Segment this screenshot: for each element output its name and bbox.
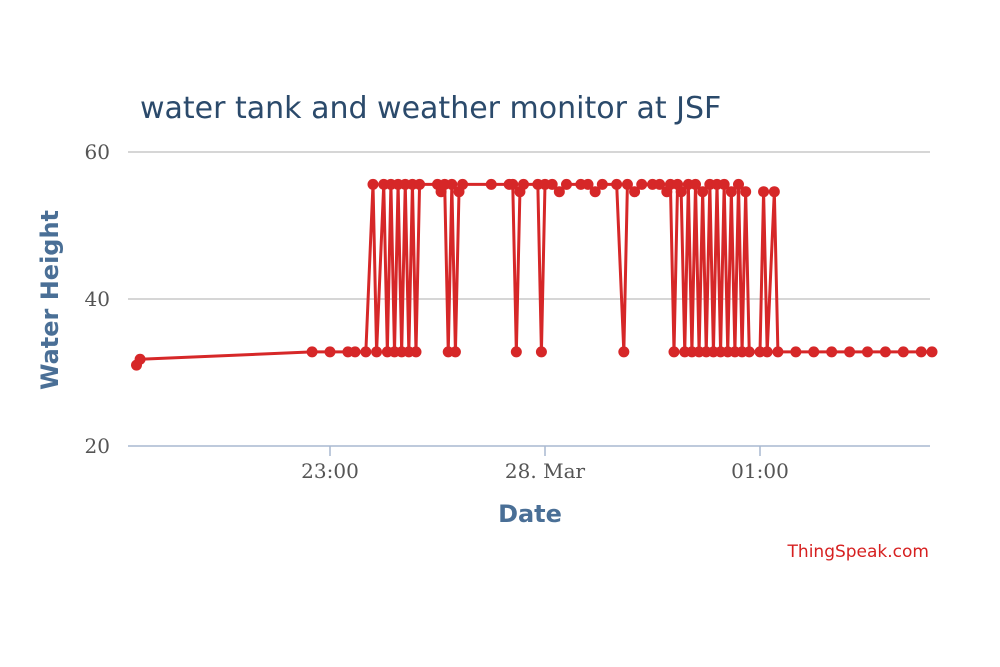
data-point-47: [629, 186, 641, 198]
data-point-38: [553, 186, 565, 198]
data-point-37: [546, 178, 558, 190]
grid: [128, 151, 930, 447]
data-point-55: [675, 186, 687, 198]
data-point-50: [654, 178, 666, 190]
data-point-82: [826, 346, 838, 358]
chart-title: water tank and weather monitor at JSF: [140, 91, 721, 126]
data-point-74: [743, 346, 755, 358]
y-tick-60: 60: [85, 140, 110, 164]
x-tick-0: 23:00: [301, 459, 359, 483]
data-point-43: [596, 178, 608, 190]
data-point-76: [758, 186, 770, 198]
data-point-39: [561, 178, 572, 190]
data-point-28: [485, 178, 497, 190]
data-point-8: [371, 346, 383, 358]
data-point-78: [768, 186, 780, 198]
x-tick-2: 01:00: [731, 459, 789, 483]
series-water-height: [131, 178, 938, 371]
data-point-7: [367, 178, 379, 190]
data-point-79: [772, 346, 784, 358]
data-point-71: [733, 178, 744, 190]
series-line: [135, 182, 932, 366]
data-point-24: [446, 178, 458, 190]
data-point-6: [360, 346, 372, 358]
data-point-59: [690, 178, 701, 190]
data-point-88: [926, 346, 938, 358]
data-point-27: [457, 178, 469, 190]
data-point-67: [718, 178, 730, 190]
data-point-41: [582, 178, 594, 190]
data-point-25: [449, 346, 461, 358]
y-tick-40: 40: [85, 287, 110, 311]
data-point-73: [740, 186, 752, 198]
data-point-5: [349, 346, 361, 358]
y-tick-20: 20: [85, 434, 110, 458]
data-point-69: [725, 186, 737, 198]
x-tick-labels: 23:00 28. Mar 01:00: [301, 446, 789, 483]
data-point-19: [414, 178, 426, 190]
data-point-30: [507, 178, 519, 190]
data-point-86: [897, 346, 909, 358]
data-point-42: [589, 186, 601, 198]
data-point-44: [611, 178, 623, 190]
data-point-18: [410, 346, 422, 358]
data-point-61: [697, 186, 709, 198]
data-point-48: [636, 178, 648, 190]
data-point-33: [518, 178, 529, 190]
data-point-31: [510, 346, 522, 358]
thingspeak-credit[interactable]: ThingSpeak.com: [787, 542, 929, 562]
data-point-84: [862, 346, 873, 358]
data-point-85: [879, 346, 891, 358]
data-point-77: [761, 346, 773, 358]
data-point-87: [915, 346, 927, 358]
data-point-3: [324, 346, 336, 358]
data-point-81: [808, 346, 820, 358]
data-point-53: [668, 346, 680, 358]
y-axis-title: Water Height: [36, 210, 64, 390]
x-tick-1: 28. Mar: [505, 459, 586, 483]
data-point-35: [535, 346, 547, 358]
data-point-83: [844, 346, 856, 358]
data-point-1: [134, 353, 146, 365]
data-point-2: [306, 346, 318, 358]
x-axis-title: Date: [498, 500, 562, 528]
data-point-80: [790, 346, 802, 358]
data-point-45: [618, 346, 630, 358]
y-tick-labels: 20 40 60: [85, 140, 110, 458]
data-point-46: [621, 178, 633, 190]
